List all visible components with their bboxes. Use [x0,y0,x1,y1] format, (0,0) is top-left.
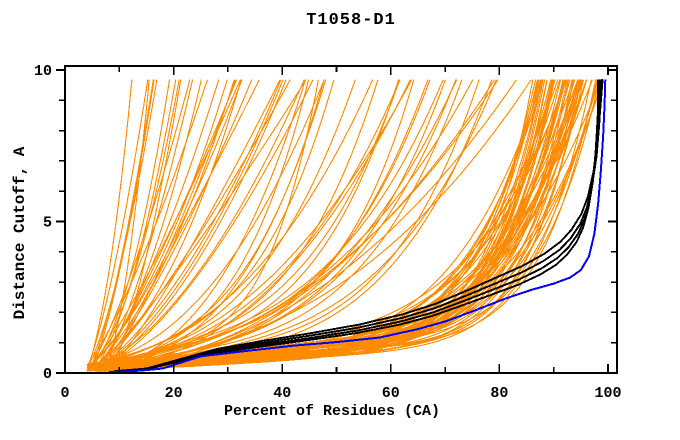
orange-curve [87,79,149,367]
orange-curve [102,79,401,369]
orange-curve [95,79,291,372]
x-axis-title: Percent of Residues (CA) [223,403,441,420]
orange-curve [109,79,182,370]
orange-curve [104,79,568,365]
orange-curve [104,79,260,368]
chart-title: T1058-D1 [306,11,396,30]
orange-curve [88,79,243,369]
orange-curve [90,79,307,372]
orange-curve [86,79,228,369]
orange-curve [100,79,307,371]
orange-curve [94,79,253,371]
x-tick-label: 20 [165,385,183,402]
orange-curve [89,79,532,369]
orange-curve [106,79,314,365]
orange-curve [90,79,235,372]
x-tick-label: 80 [490,385,508,402]
orange-curve [96,79,202,367]
orange-curve [87,79,548,365]
orange-curve [86,79,191,372]
orange-curve [107,79,415,365]
orange-curve [111,79,546,370]
y-axis-title: Distance Cutoff, A [11,146,29,320]
orange-curve [90,79,379,372]
orange-curve [111,79,281,367]
x-tick-label: 0 [60,385,69,402]
orange-curve [97,79,444,367]
orange-curve [89,79,335,370]
black-curve [113,78,604,373]
plot-frame [64,65,618,374]
x-tick-label: 40 [273,385,291,402]
orange-curve [105,79,552,367]
orange-curve [87,79,305,372]
orange-curve [95,79,177,369]
y-tick-label: 10 [34,63,52,80]
orange-curve [88,79,158,365]
orange-curve [93,79,220,372]
orange-curve [89,79,180,367]
x-tick-label: 100 [594,385,621,402]
orange-curve [109,79,548,369]
y-tick-label: 0 [43,366,52,383]
orange-curve [109,79,580,372]
y-tick-label: 5 [43,215,52,232]
orange-curve [86,79,463,366]
orange-curve [93,79,325,367]
orange-curve [91,79,242,365]
x-tick-label: 60 [382,385,400,402]
blue-curve [108,79,607,374]
orange-curve [93,79,284,372]
